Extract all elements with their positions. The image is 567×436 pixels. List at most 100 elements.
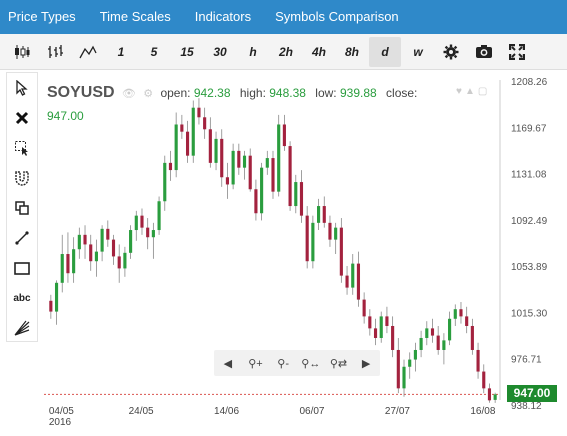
menu-price-types[interactable]: Price Types (8, 9, 76, 24)
candle-body (368, 316, 372, 329)
candle-body (180, 124, 184, 132)
candle-body (339, 227, 343, 276)
scroll-right-icon[interactable]: ▶ (361, 357, 371, 370)
timeframe-w[interactable]: w (413, 44, 423, 59)
candle-body (163, 162, 167, 202)
x-tick-label: 06/07 (299, 406, 324, 417)
select-area-icon[interactable] (7, 133, 37, 163)
candle-body (402, 366, 406, 389)
x-tick-label: 16/08 (470, 406, 495, 417)
close-value: 947.00 (47, 109, 84, 123)
timeframe-4h[interactable]: 4h (311, 44, 326, 59)
timeframe-d[interactable]: d (369, 36, 401, 67)
candle-body (254, 189, 258, 214)
candle-body (345, 275, 349, 288)
menu-indicators[interactable]: Indicators (194, 9, 252, 24)
candle-body (94, 251, 98, 262)
candle-body (89, 244, 93, 262)
magnet-icon[interactable] (7, 163, 37, 193)
candle-body (111, 239, 116, 257)
candle-body (487, 388, 492, 401)
candle-body (436, 335, 440, 350)
high-value: 948.38 (269, 86, 306, 100)
timeframe-5[interactable]: 5 (150, 44, 158, 59)
candlestick-icon[interactable] (6, 37, 38, 67)
candle-body (191, 107, 195, 156)
indicator-toggle-icons[interactable]: ♥▲▢ (456, 86, 491, 97)
top-menu-bar: Price Types Time Scales Indicators Symbo… (0, 0, 567, 34)
settings-gear-icon[interactable] (435, 37, 467, 67)
timeframe-1[interactable]: 1 (117, 44, 125, 59)
candle-body (282, 124, 286, 147)
candle-body (60, 254, 64, 283)
candle-body (413, 349, 417, 360)
candle-body (197, 107, 201, 118)
camera-icon[interactable] (468, 37, 500, 67)
ohlc-bars-icon[interactable] (39, 37, 71, 67)
candle-body (476, 349, 480, 372)
fibonacci-fan-icon[interactable] (7, 313, 37, 343)
menu-time-scales[interactable]: Time Scales (99, 9, 171, 24)
y-tick-label: 1131.08 (511, 170, 547, 181)
zoom-in-icon[interactable]: ⚲+ (248, 357, 263, 370)
candle-body (220, 138, 224, 178)
candle-body (351, 263, 355, 288)
candle-body (157, 201, 161, 231)
chart-navigation: ◀ ⚲+ ⚲- ⚲↔ ⚲⇄ ▶ (214, 350, 380, 376)
x-tick-label: 27/07 (385, 406, 410, 417)
candle-body (146, 227, 150, 238)
line-chart-icon[interactable] (72, 37, 104, 67)
trend-line-icon[interactable] (7, 223, 37, 253)
cursor-arrow-icon[interactable] (7, 73, 37, 103)
candle-body (311, 222, 315, 262)
copy-icon[interactable] (7, 193, 37, 223)
candle-body (100, 228, 104, 252)
candle-body (49, 300, 53, 312)
candle-body (231, 150, 235, 185)
timeframe-2h[interactable]: 2h (278, 44, 293, 59)
ohlc-info: SOYUSD 👁 ⚙ open: 942.38 high: 948.38 low… (47, 82, 457, 127)
fullscreen-icon[interactable] (501, 37, 533, 67)
candle-body (334, 227, 338, 240)
chart-area[interactable]: 1208.26 1169.67 1131.08 1092.49 1053.89 1015.… (0, 70, 567, 436)
candle-body (396, 349, 400, 389)
candle-body (117, 256, 121, 269)
candle-body (214, 138, 218, 163)
candle-body (185, 131, 190, 156)
candle-body (482, 371, 486, 389)
candle-body (151, 230, 155, 238)
zoom-reset-icon[interactable]: ⚲⇄ (329, 357, 348, 370)
candle-body (419, 337, 423, 350)
timeframe-30[interactable]: 30 (213, 44, 227, 59)
menu-symbols-comparison[interactable]: Symbols Comparison (275, 9, 399, 24)
drawing-tools-panel: abc (6, 72, 38, 342)
candle-body (379, 316, 383, 338)
candle-body (442, 340, 446, 350)
high-label: high: (239, 86, 266, 100)
candle-body (328, 222, 332, 240)
candle-body (408, 359, 412, 367)
eye-icon[interactable]: 👁 (121, 88, 136, 100)
candle-body (373, 328, 378, 338)
text-abc-icon[interactable]: abc (13, 292, 31, 304)
settings-small-icon[interactable]: ⚙ (143, 88, 154, 100)
candle-body (260, 167, 264, 214)
open-value: 942.38 (193, 86, 231, 100)
y-tick-label: 1053.89 (511, 262, 548, 273)
timeframe-h[interactable]: h (249, 44, 257, 59)
candle-body (391, 325, 395, 350)
candle-body (430, 328, 435, 336)
y-tick-label: 938.12 (511, 401, 542, 412)
rectangle-icon[interactable] (7, 253, 37, 283)
delete-x-icon[interactable] (7, 103, 37, 133)
timeframe-8h[interactable]: 8h (344, 44, 359, 59)
candle-body (140, 215, 144, 228)
candle-body (448, 318, 452, 341)
chart-toolbar: 1 5 15 30 h 2h 4h 8h d w (0, 34, 567, 70)
price-chart[interactable]: 1208.26 1169.67 1131.08 1092.49 1053.89 1015.… (0, 70, 567, 436)
timeframe-15[interactable]: 15 (180, 44, 194, 59)
zoom-fit-icon[interactable]: ⚲↔ (301, 357, 321, 370)
zoom-out-icon[interactable]: ⚲- (277, 357, 289, 370)
candle-body (271, 158, 275, 192)
scroll-left-icon[interactable]: ◀ (223, 357, 233, 370)
